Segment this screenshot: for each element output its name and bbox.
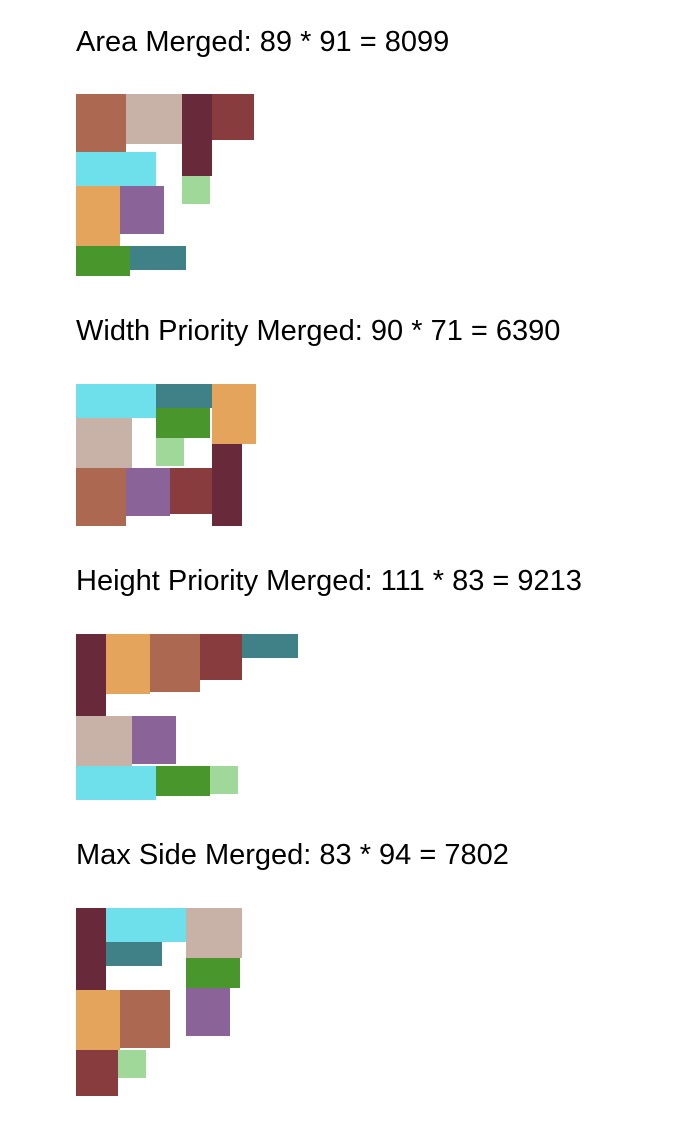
packed-rect-rust [76, 468, 126, 526]
packed-rect-green [186, 958, 240, 988]
packed-rect-maroon [212, 444, 242, 526]
packed-rect-purple [126, 468, 170, 516]
packed-rect-tan [76, 418, 132, 468]
packed-rect-rust [150, 634, 200, 692]
packed-rect-light-green [210, 766, 238, 794]
packed-rect-light-green [118, 1050, 146, 1078]
packing-canvas [76, 634, 298, 800]
packed-rect-cyan [76, 766, 156, 800]
packed-rect-red-brown [76, 1050, 118, 1096]
packed-rect-orange [76, 990, 120, 1050]
packed-rect-red-brown [212, 94, 254, 140]
packed-rect-rust [120, 990, 170, 1048]
packing-title: Max Side Merged: 83 * 94 = 7802 [76, 839, 509, 871]
packed-rect-maroon [182, 94, 212, 176]
packed-rect-cyan [76, 384, 156, 418]
packed-rect-red-brown [170, 468, 212, 514]
packed-rect-light-green [156, 438, 184, 466]
packed-rect-orange [76, 186, 120, 246]
packing-title: Height Priority Merged: 111 * 83 = 9213 [76, 565, 582, 597]
packed-rect-purple [120, 186, 164, 234]
packed-rect-tan [186, 908, 242, 958]
packed-rect-teal [130, 246, 186, 270]
packed-rect-orange [106, 634, 150, 694]
packed-rect-cyan [76, 152, 156, 186]
packing-title: Area Merged: 89 * 91 = 8099 [76, 26, 450, 58]
packing-canvas [76, 384, 256, 526]
packed-rect-red-brown [200, 634, 242, 680]
packing-canvas [76, 908, 242, 1096]
packed-rect-maroon [76, 634, 106, 716]
packed-rect-teal [156, 384, 212, 408]
packed-rect-purple [132, 716, 176, 764]
packed-rect-teal [106, 942, 162, 966]
packed-rect-light-green [182, 176, 210, 204]
packed-rect-purple [186, 988, 230, 1036]
packed-rect-green [156, 408, 210, 438]
packed-rect-orange [212, 384, 256, 444]
packed-rect-cyan [106, 908, 186, 942]
packing-title: Width Priority Merged: 90 * 71 = 6390 [76, 315, 561, 347]
packed-rect-tan [76, 716, 132, 766]
packed-rect-tan [126, 94, 182, 144]
packed-rect-teal [242, 634, 298, 658]
packed-rect-green [156, 766, 210, 796]
packing-canvas [76, 94, 256, 276]
packed-rect-maroon [76, 908, 106, 990]
packed-rect-rust [76, 94, 126, 152]
packed-rect-green [76, 246, 130, 276]
